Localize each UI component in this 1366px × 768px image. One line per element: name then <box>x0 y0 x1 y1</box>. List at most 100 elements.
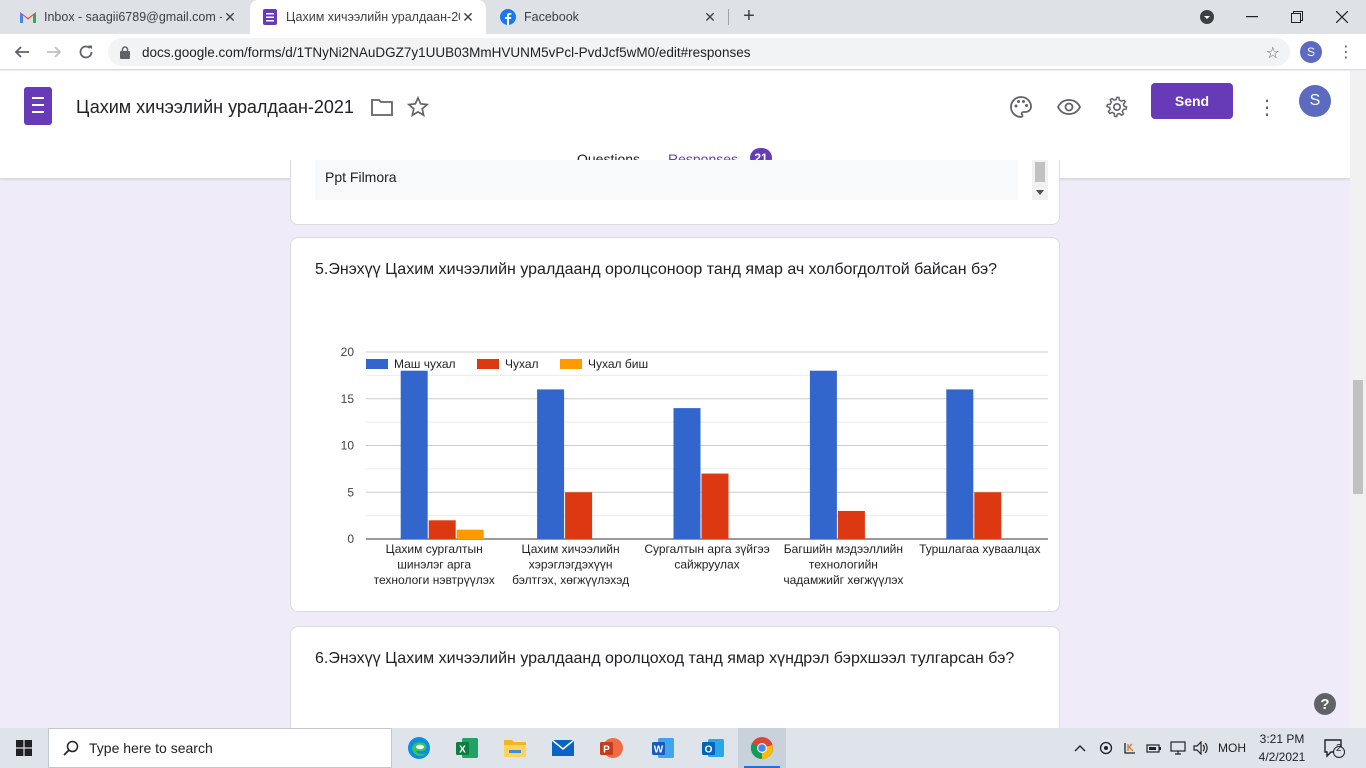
folder-icon[interactable] <box>370 95 394 119</box>
tab-google-forms[interactable]: Цахим хичээлийн уралдаан-2021 ✕ <box>250 0 486 34</box>
taskbar-outlook[interactable]: O <box>689 728 737 768</box>
chart-bar <box>974 492 1002 539</box>
security-icon[interactable] <box>1096 728 1116 768</box>
chart-legend-swatch <box>366 359 388 369</box>
chart-x-tick-label: технологийн <box>809 558 878 572</box>
response-list-scrollbar[interactable] <box>1032 160 1048 200</box>
tab-search-button[interactable] <box>1185 0 1229 34</box>
svg-text:P: P <box>603 745 610 756</box>
clock-date: 4/2/2021 <box>1258 750 1306 764</box>
taskbar-search-box[interactable]: Type here to search <box>48 728 392 768</box>
reload-button[interactable] <box>74 40 98 64</box>
svg-text:W: W <box>654 745 664 756</box>
close-icon[interactable]: ✕ <box>224 8 236 25</box>
question-5-card: 5.Энэхүү Цахим хичээлийн уралдаанд оролц… <box>290 237 1060 612</box>
chart-bar <box>701 473 729 539</box>
chart-x-tick-label: Цахим сургалтын <box>386 542 483 556</box>
chart-x-tick-label: технологи нэвтрүүлэх <box>374 573 495 587</box>
chart-y-tick-label: 5 <box>347 485 354 499</box>
close-icon[interactable]: ✕ <box>704 8 716 25</box>
taskbar-word[interactable]: W <box>639 728 687 768</box>
windows-taskbar: Type here to search X P W O МОН 3:21 <box>0 728 1366 768</box>
taskbar-powerpoint[interactable]: P <box>587 728 635 768</box>
volume-icon[interactable] <box>1190 728 1212 768</box>
chart-legend-label: Чухал биш <box>588 357 648 371</box>
notification-count: 2 <box>1336 743 1342 754</box>
response-text-box: Ppt Filmora <box>315 160 1018 200</box>
tab-label: Inbox - saagii6789@gmail.com - <box>44 10 222 24</box>
svg-text:X: X <box>459 745 466 756</box>
page-scrollbar-thumb[interactable] <box>1353 380 1363 494</box>
minimize-button[interactable] <box>1230 0 1274 34</box>
chart-bar <box>809 370 837 539</box>
tab-gmail[interactable]: Inbox - saagii6789@gmail.com - ✕ <box>8 0 248 34</box>
chart-x-tick-label: хэрэглэгдэхүүн <box>529 558 613 572</box>
new-tab-button[interactable]: + <box>743 4 755 27</box>
forward-button[interactable] <box>42 40 66 64</box>
keyboard-app-icon[interactable] <box>1120 728 1140 768</box>
address-bar[interactable]: docs.google.com/forms/d/1TNyNi2NAuDGZ7y1… <box>108 38 1290 66</box>
facebook-icon <box>500 9 516 25</box>
taskbar-edge[interactable] <box>395 728 443 768</box>
edge-icon <box>408 737 430 759</box>
gmail-icon <box>20 9 36 25</box>
chart-bar <box>946 389 974 539</box>
taskbar-chrome[interactable] <box>738 728 786 768</box>
back-button[interactable] <box>10 40 34 64</box>
battery-icon[interactable] <box>1144 728 1164 768</box>
account-avatar[interactable]: S <box>1299 85 1331 117</box>
show-hidden-icons-chevron-up-icon[interactable] <box>1070 728 1090 768</box>
taskbar-excel[interactable]: X <box>443 728 491 768</box>
taskbar-file-explorer[interactable] <box>491 728 539 768</box>
chart-x-tick-label: шинэлэг арга <box>397 558 471 572</box>
windows-start-button[interactable] <box>0 728 48 768</box>
chart-x-tick-label: Туршлагаа хуваалцах <box>919 542 1040 556</box>
chart-x-tick-label: Багшийн мэдээллийн <box>784 542 903 556</box>
close-icon[interactable]: ✕ <box>462 8 474 25</box>
google-forms-icon <box>262 9 278 25</box>
bookmark-star-icon[interactable]: ☆ <box>1265 45 1280 62</box>
preview-eye-icon[interactable] <box>1057 95 1081 119</box>
chart-x-tick-label: Цахим хичээлийн <box>522 542 620 556</box>
word-icon: W <box>652 738 674 758</box>
previous-question-card: Ppt Filmora <box>290 160 1060 225</box>
chart-x-tick-label: сайжруулах <box>674 558 739 572</box>
input-language[interactable]: МОН <box>1218 741 1246 755</box>
restore-button[interactable] <box>1275 0 1319 34</box>
tab-label: Facebook <box>524 10 579 24</box>
chart-bar <box>428 520 456 539</box>
palette-icon[interactable] <box>1009 95 1033 119</box>
form-title[interactable]: Цахим хичээлийн уралдаан-2021 <box>76 97 354 117</box>
clock-time: 3:21 PM <box>1259 732 1305 746</box>
tab-label: Цахим хичээлийн уралдаан-2021 <box>286 10 460 24</box>
browser-profile-avatar[interactable]: S <box>1300 41 1322 63</box>
question-6-card: 6.Энэхүү Цахим хичээлийн уралдаанд оролц… <box>290 626 1060 736</box>
restore-icon <box>1291 11 1303 23</box>
help-icon[interactable]: ? <box>1314 693 1336 715</box>
send-button[interactable]: Send <box>1151 83 1233 119</box>
tab-facebook[interactable]: Facebook ✕ <box>488 0 728 34</box>
close-window-button[interactable] <box>1320 0 1364 34</box>
search-icon <box>63 740 79 756</box>
file-explorer-icon <box>504 740 526 757</box>
windows-logo-icon <box>16 740 32 756</box>
notifications-button[interactable]: 2 <box>1318 728 1350 768</box>
taskbar-clock[interactable]: 3:21 PM 4/2/2021 <box>1252 730 1312 766</box>
star-icon[interactable] <box>406 95 430 119</box>
notification-icon <box>1324 739 1345 758</box>
chart-bar <box>837 510 865 539</box>
taskbar-mail[interactable] <box>539 728 587 768</box>
chart-bar <box>565 492 593 539</box>
network-icon[interactable] <box>1168 728 1188 768</box>
chart-bars <box>400 370 1002 539</box>
google-forms-logo-icon[interactable] <box>24 87 52 125</box>
more-options-icon[interactable]: ⋮ <box>1257 96 1277 119</box>
chart-legend-swatch <box>477 359 499 369</box>
reload-icon <box>79 45 93 59</box>
browser-menu-icon[interactable]: ⋮ <box>1338 44 1354 61</box>
chart-bar <box>673 408 701 539</box>
forms-header: Цахим хичээлийн уралдаан-2021 Send ⋮ S Q… <box>0 71 1366 179</box>
settings-gear-icon[interactable] <box>1105 95 1129 119</box>
